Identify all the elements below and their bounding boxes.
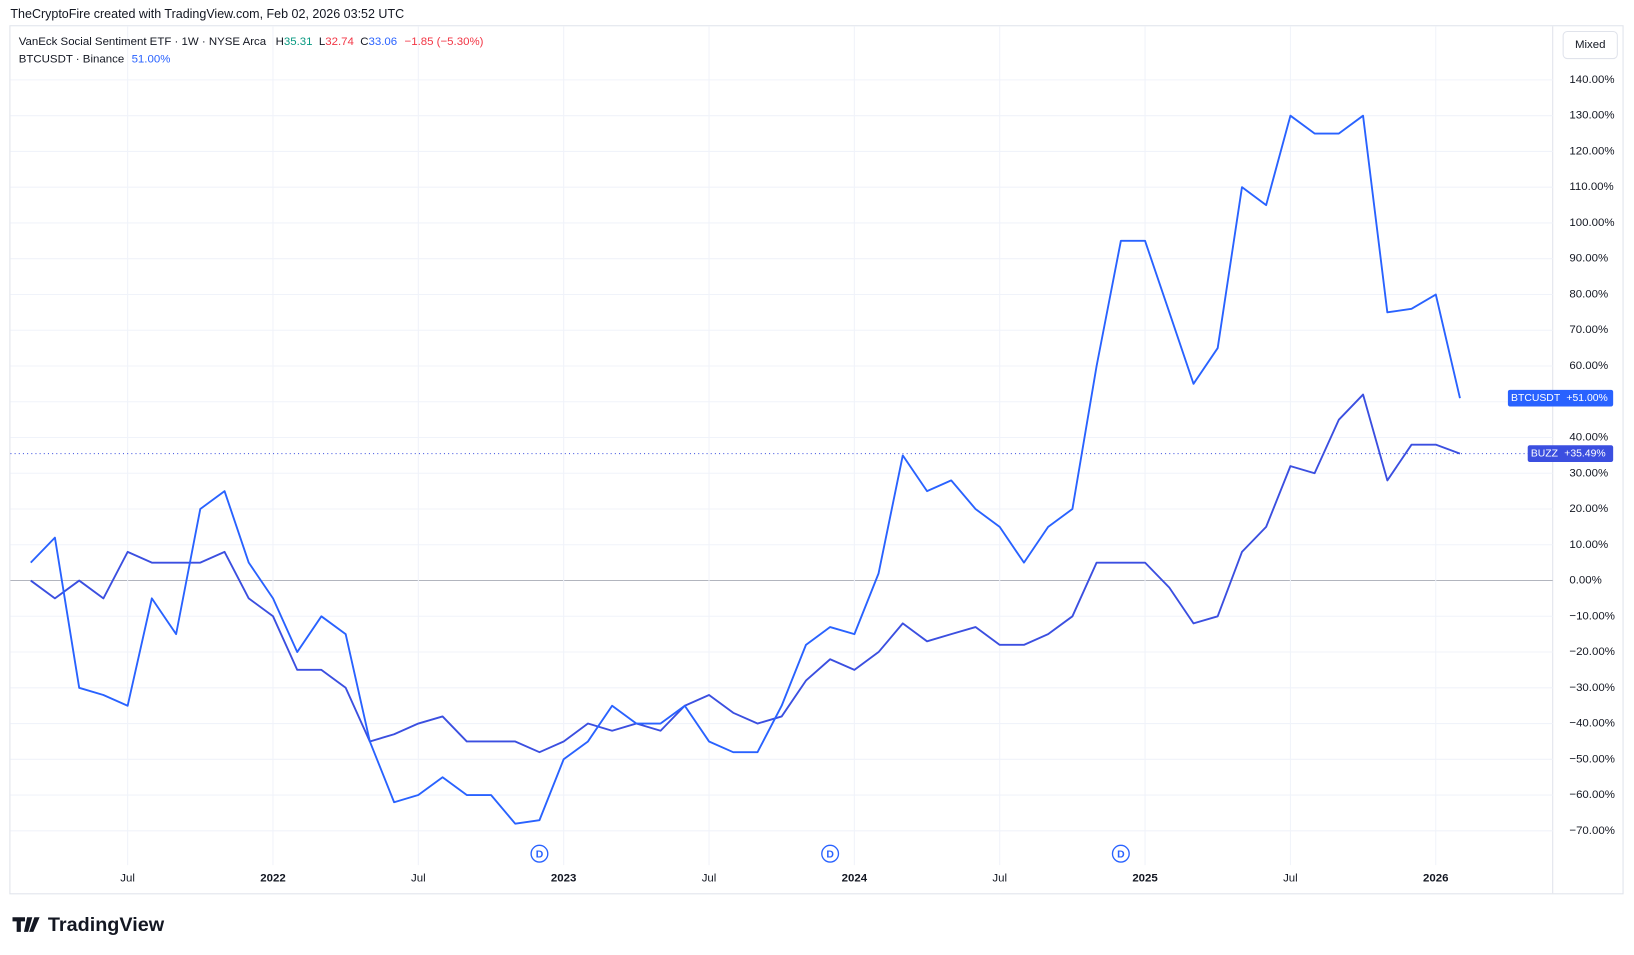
x-tick-label: 2026 (1423, 873, 1448, 885)
dividend-marker (1111, 844, 1130, 863)
y-tick-label: 100.00% (1569, 217, 1614, 229)
price-tag-symbol: BTCUSDT (1511, 393, 1561, 404)
series-line (30, 393, 1461, 754)
y-tick-label: 90.00% (1569, 253, 1608, 265)
price-tag-value: +35.49% (1564, 448, 1605, 459)
dividend-marker (821, 844, 840, 863)
y-tick-label: 40.00% (1569, 432, 1608, 444)
legend-name: VanEck Social Sentiment ETF · 1W · NYSE … (19, 36, 267, 48)
x-tick-label: Jul (702, 873, 717, 885)
dividend-marker (530, 844, 549, 863)
dividend-label: D (1117, 849, 1125, 860)
x-tick-label: 2024 (842, 873, 868, 885)
brand-name: TradingView (48, 914, 165, 936)
y-tick-label: −20.00% (1569, 646, 1615, 658)
mode-button[interactable] (1562, 30, 1618, 60)
brand: TradingView (12, 914, 165, 936)
change: −1.85 (−5.30%) (405, 36, 484, 48)
y-tick-label: 120.00% (1569, 145, 1614, 157)
ohlc-value: 32.74 (325, 36, 354, 48)
y-tick-label: 0.00% (1569, 575, 1601, 587)
ohlc-value: 35.31 (284, 36, 313, 48)
y-tick-label: −40.00% (1569, 718, 1615, 730)
ohlc-label: C (360, 36, 368, 48)
dividend-label: D (826, 849, 834, 860)
x-tick-label: Jul (120, 873, 135, 885)
grid (10, 26, 1553, 866)
legend-value: 51.00% (132, 54, 171, 66)
ohlc-label: L (319, 36, 325, 48)
price-tag (1507, 389, 1614, 407)
y-tick-label: 110.00% (1569, 181, 1613, 193)
y-tick-label: 70.00% (1569, 324, 1608, 336)
y-tick-label: −50.00% (1569, 753, 1615, 765)
legend-name: BTCUSDT · Binance (19, 54, 124, 66)
y-tick-label: 10.00% (1569, 539, 1608, 551)
axes: −70.00% −60.00% −50.00% −40.00% −30.00% −20.0… (120, 74, 1615, 885)
y-tick-label: 30.00% (1569, 467, 1608, 479)
series-line (30, 114, 1461, 825)
x-tick-label: 2025 (1132, 873, 1158, 885)
y-tick-label: −30.00% (1569, 682, 1615, 694)
y-tick-label: 60.00% (1569, 360, 1608, 372)
y-tick-label: 20.00% (1569, 503, 1608, 515)
price-tag-symbol: BUZZ (1531, 448, 1559, 459)
x-tick-label: 2022 (260, 873, 285, 885)
credit: TheCryptoFire created with TradingView.c… (10, 7, 404, 21)
x-tick-label: Jul (992, 873, 1007, 885)
frame (9, 25, 1624, 895)
legend-buzz: VanEck Social Sentiment ETF · 1W · NYSE … (19, 36, 484, 48)
ohlc-label: H (276, 36, 284, 48)
price-tag (1527, 445, 1614, 462)
y-tick-label: 130.00% (1569, 110, 1614, 122)
brand-logo (12, 917, 40, 932)
y-tick-label: −10.00% (1569, 610, 1615, 622)
y-tick-label: −60.00% (1569, 789, 1615, 801)
ohlc-value: 33.06 (368, 36, 397, 48)
y-tick-label: 140.00% (1569, 74, 1614, 86)
x-tick-label: Jul (1283, 873, 1298, 885)
price-tag-text: BTCUSDT +51.00% (1511, 393, 1608, 404)
mode-button-label[interactable]: Mixed (1575, 39, 1606, 51)
y-tick-label: 80.00% (1569, 288, 1608, 300)
dividend-label: D (536, 849, 544, 860)
plot (10, 114, 1553, 825)
legend-btc: BTCUSDT · Binance 51.00% (19, 54, 171, 66)
x-tick-label: Jul (411, 873, 426, 885)
price-tag-value: +51.00% (1566, 393, 1607, 404)
y-tick-label: −70.00% (1569, 825, 1615, 837)
x-tick-label: 2023 (551, 873, 576, 885)
price-tag-text: BUZZ +35.49% (1531, 448, 1606, 459)
